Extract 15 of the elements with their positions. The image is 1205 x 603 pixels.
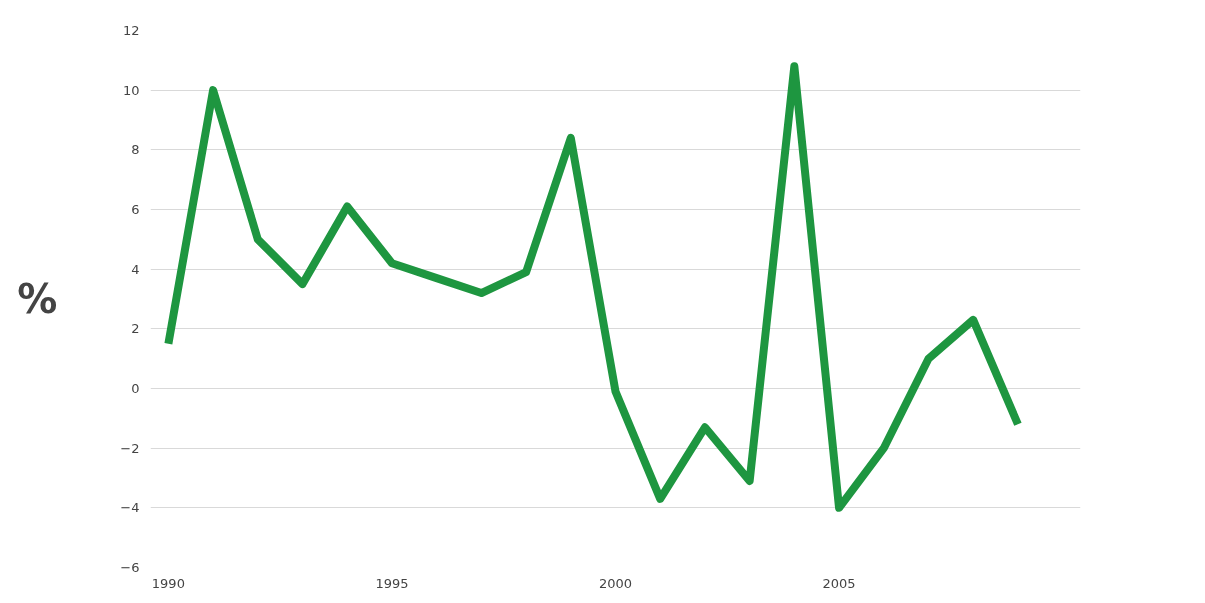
x-tick-label: 2000 bbox=[598, 575, 633, 591]
x-tick-label: 1995 bbox=[375, 575, 409, 591]
y-tick-label: −4 bbox=[120, 500, 140, 516]
y-tick-label: 8 bbox=[131, 142, 140, 158]
y-axis-title: % bbox=[17, 276, 58, 322]
y-tick-label: 0 bbox=[131, 381, 140, 396]
y-tick-label: 4 bbox=[131, 261, 140, 277]
x-tick-label: 1990 bbox=[151, 575, 185, 591]
y-tick-label: 12 bbox=[122, 23, 140, 38]
y-tick-label: −6 bbox=[120, 560, 140, 575]
y-tick-label: −2 bbox=[120, 440, 140, 456]
y-tick-label: 6 bbox=[131, 202, 140, 217]
x-tick-label: 2005 bbox=[822, 575, 856, 591]
y-tick-label: 2 bbox=[131, 321, 140, 337]
y-tick-label: 10 bbox=[122, 82, 140, 98]
